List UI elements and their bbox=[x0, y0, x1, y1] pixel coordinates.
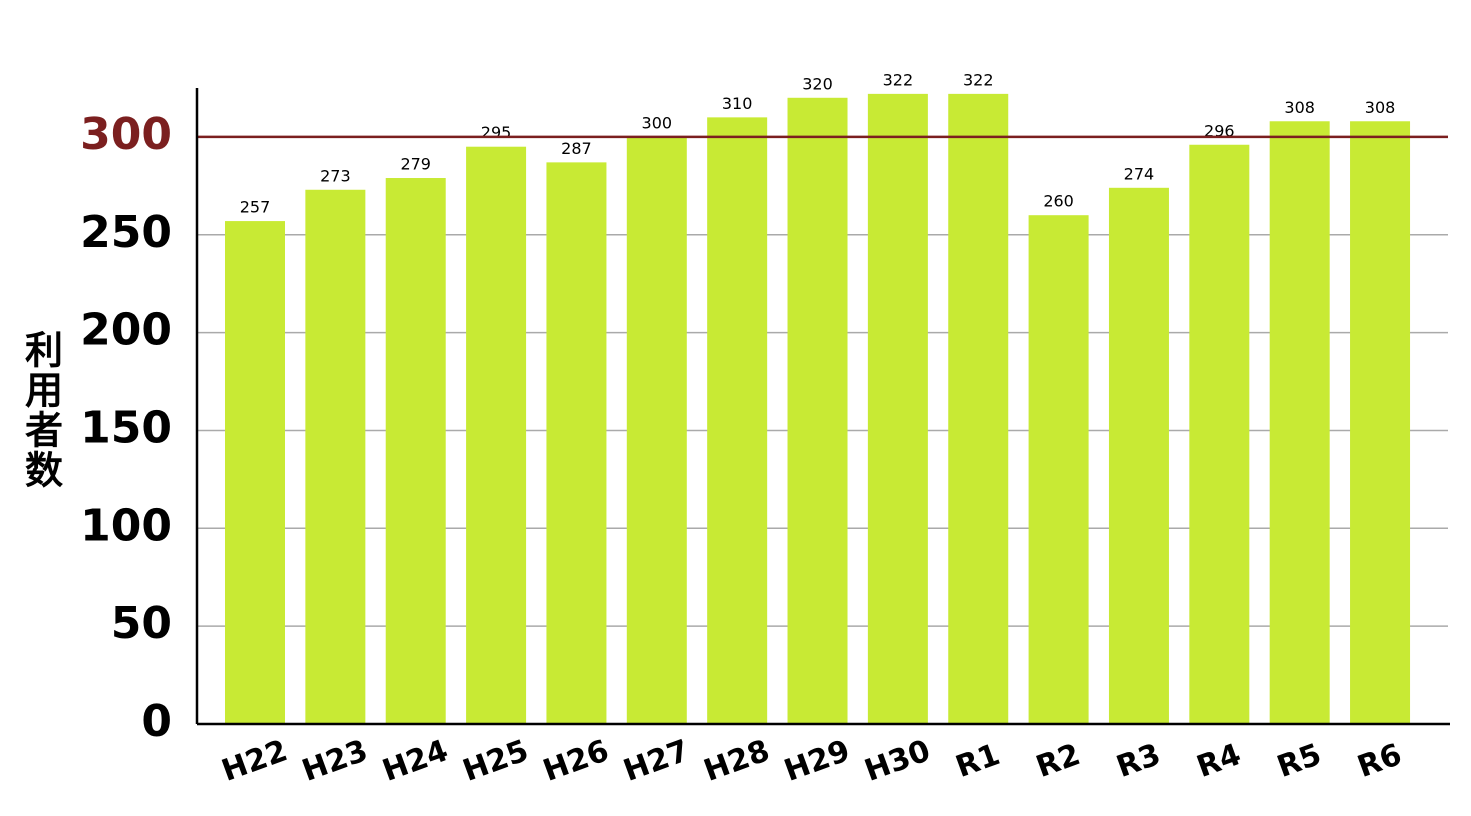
value-label: 308 bbox=[1365, 98, 1396, 117]
x-tick-label: R5 bbox=[1273, 737, 1326, 785]
y-tick-label: 50 bbox=[111, 598, 172, 649]
value-label: 322 bbox=[963, 70, 994, 89]
y-tick-label: 250 bbox=[80, 207, 172, 258]
bar bbox=[626, 136, 687, 724]
value-label: 287 bbox=[561, 139, 592, 158]
bar bbox=[546, 162, 607, 724]
x-tick-label: H26 bbox=[539, 733, 614, 789]
value-label: 295 bbox=[481, 123, 512, 142]
value-label: 310 bbox=[722, 94, 753, 113]
x-tick-label: H29 bbox=[780, 733, 855, 789]
x-tick-label: R2 bbox=[1032, 737, 1085, 785]
value-label: 279 bbox=[400, 155, 431, 174]
x-tick-label: R3 bbox=[1112, 737, 1165, 785]
x-tick-label: R6 bbox=[1353, 737, 1406, 785]
x-tick-label: H27 bbox=[619, 733, 694, 789]
bar bbox=[305, 189, 366, 724]
value-label: 273 bbox=[320, 166, 351, 185]
y-tick-label: 150 bbox=[80, 402, 172, 453]
value-label: 308 bbox=[1284, 98, 1315, 117]
x-tick-label: H28 bbox=[699, 733, 774, 789]
bar bbox=[466, 146, 527, 724]
x-tick-label: R1 bbox=[951, 737, 1004, 785]
bar bbox=[1108, 187, 1169, 724]
value-label: 257 bbox=[240, 198, 271, 217]
y-tick-label: 100 bbox=[80, 500, 172, 551]
bar bbox=[707, 117, 768, 725]
x-tick-label: H30 bbox=[860, 733, 935, 789]
value-label: 322 bbox=[883, 70, 914, 89]
bar bbox=[1350, 121, 1411, 724]
value-label: 260 bbox=[1043, 192, 1074, 211]
value-label: 296 bbox=[1204, 121, 1235, 140]
bar bbox=[1028, 215, 1089, 724]
bar bbox=[948, 93, 1009, 724]
y-tick-label: 200 bbox=[80, 305, 172, 356]
x-tick-label: H23 bbox=[298, 733, 373, 789]
bar bbox=[385, 178, 446, 725]
bar bbox=[1269, 121, 1330, 724]
x-tick-label: H22 bbox=[217, 733, 292, 789]
y-tick-label: 300 bbox=[80, 109, 172, 160]
x-tick-label: R4 bbox=[1192, 737, 1245, 785]
bar bbox=[787, 97, 848, 725]
value-label: 274 bbox=[1124, 164, 1155, 183]
x-tick-label: H25 bbox=[458, 733, 533, 789]
value-label: 300 bbox=[642, 113, 673, 132]
value-label: 320 bbox=[802, 74, 833, 93]
y-axis-label: 利用者数 bbox=[19, 330, 63, 490]
bar bbox=[1189, 144, 1250, 725]
bar bbox=[867, 93, 928, 724]
x-tick-label: H24 bbox=[378, 733, 453, 789]
bar bbox=[225, 221, 285, 724]
y-tick-label: 0 bbox=[141, 696, 172, 747]
